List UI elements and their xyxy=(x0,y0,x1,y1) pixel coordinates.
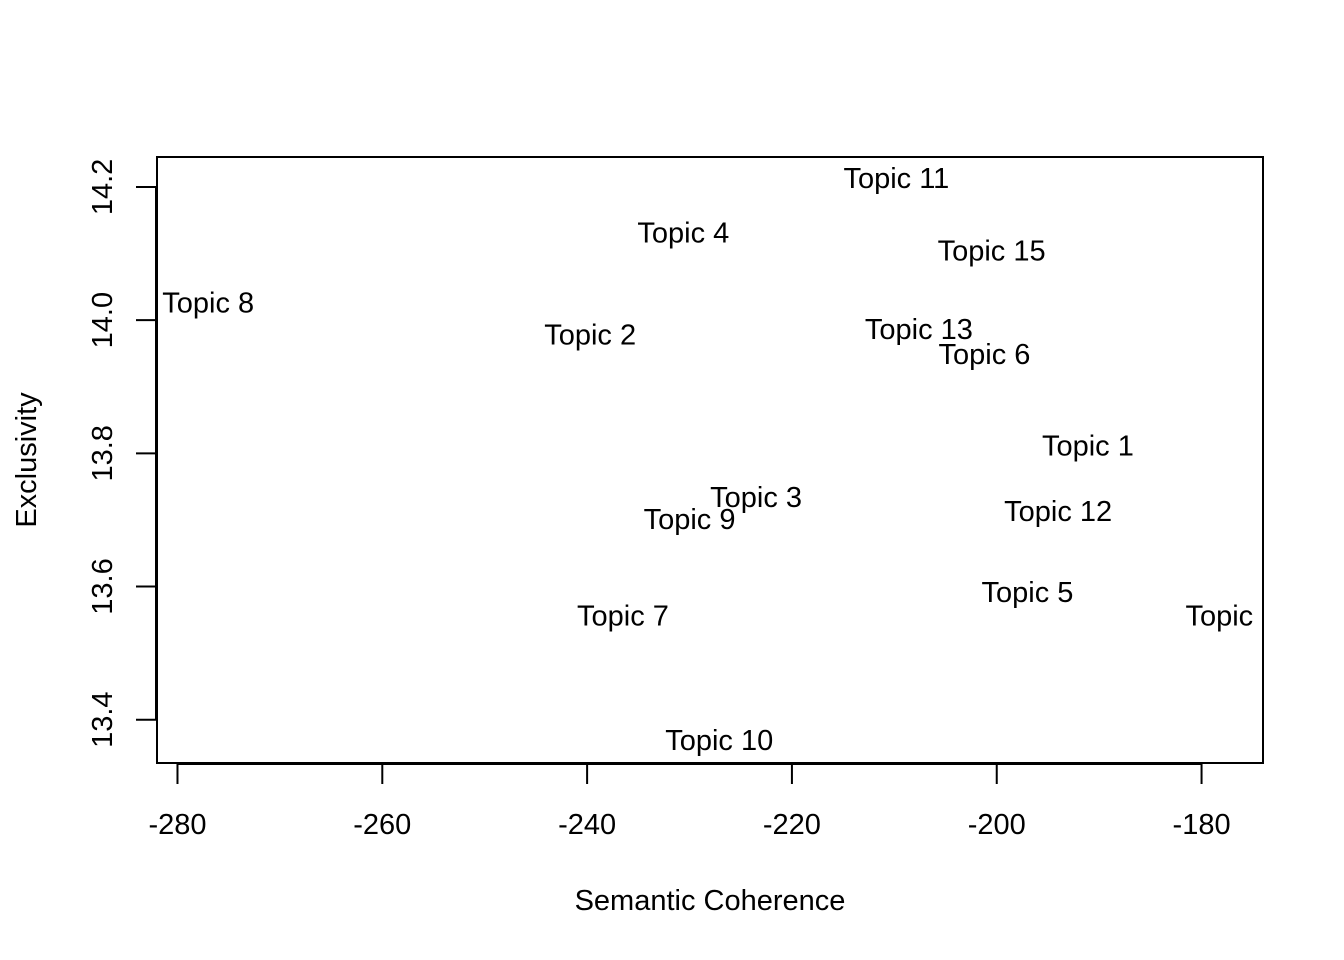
y-tick-label: 13.6 xyxy=(87,558,119,614)
point-label: Topic 13 xyxy=(865,314,973,346)
point-label: Topic 4 xyxy=(637,218,729,250)
point-label: Topic 11 xyxy=(843,163,949,195)
point-label: Topic 3 xyxy=(710,482,802,514)
y-axis: 13.4 13.6 13.8 14.0 14.2 xyxy=(87,159,157,748)
point-label: Topic 7 xyxy=(577,600,669,632)
y-axis-title: Exclusivity xyxy=(11,392,43,528)
x-axis-title: Semantic Coherence xyxy=(575,885,846,917)
x-tick-label: -240 xyxy=(558,809,616,841)
point-label: Topic 10 xyxy=(665,725,773,757)
point-label: Topic 8 xyxy=(162,288,254,320)
point-label: Topic 1 xyxy=(1042,431,1134,463)
x-tick-label: -260 xyxy=(353,809,411,841)
point-label: Topic 5 xyxy=(982,577,1074,609)
y-tick-label: 13.4 xyxy=(87,691,119,747)
y-tick-label: 14.0 xyxy=(87,292,119,348)
x-tick-label: -200 xyxy=(968,809,1026,841)
point-labels: Topic 11 Topic 4 Topic 15 Topic 8 Topic 2 Top… xyxy=(162,163,1293,757)
x-tick-label: -220 xyxy=(763,809,821,841)
point-label: Topic 2 xyxy=(544,319,636,351)
point-label: Topic 15 xyxy=(938,236,1046,268)
y-tick-label: 14.2 xyxy=(87,159,119,215)
x-tick-label: -280 xyxy=(148,809,206,841)
point-label: Topic 14 xyxy=(1185,600,1293,632)
point-label: Topic 12 xyxy=(1004,496,1112,528)
x-axis: -280 -260 -240 -220 -200 -180 xyxy=(148,763,1231,841)
point-label: Topic 6 xyxy=(939,339,1031,371)
point-label: Topic 9 xyxy=(644,504,736,536)
y-tick-label: 13.8 xyxy=(87,425,119,481)
x-tick-label: -180 xyxy=(1173,809,1231,841)
